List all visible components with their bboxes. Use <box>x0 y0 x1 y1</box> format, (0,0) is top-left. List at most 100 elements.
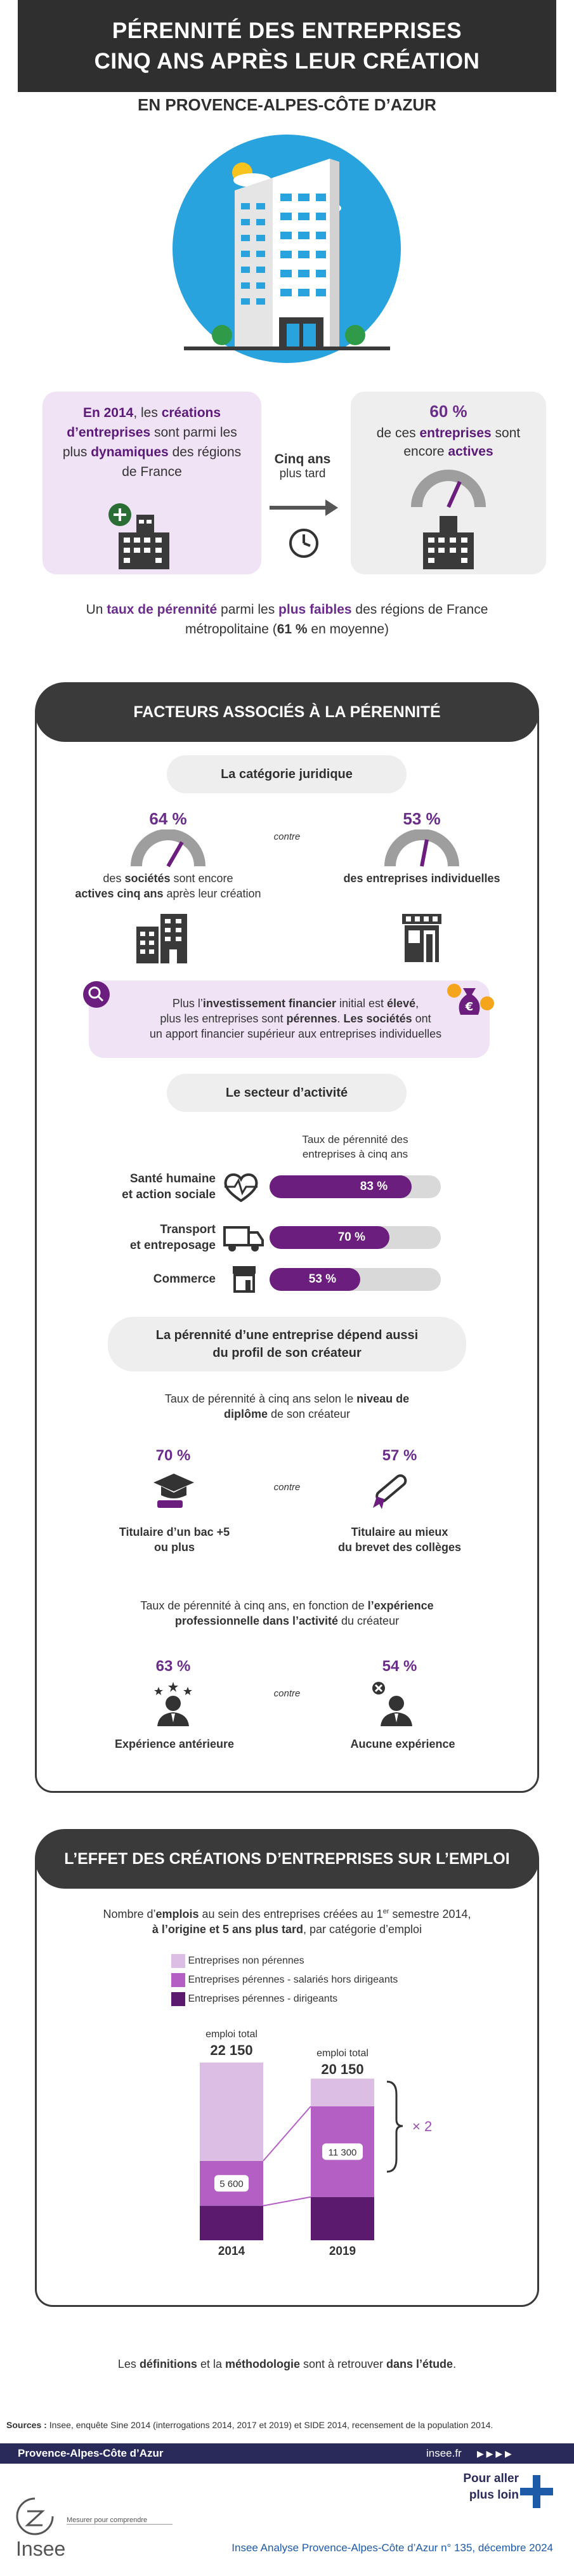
sector-row-label: Commerce <box>95 1271 216 1287</box>
summary-text: en moyenne) <box>307 622 389 637</box>
intro-text: des régions de France <box>122 445 242 479</box>
diploma-bold: niveau de <box>356 1392 410 1405</box>
diploma-caption: Taux de pérennité à cinq ans selon le ni… <box>127 1391 447 1422</box>
exp-bold: l’expérience <box>367 1599 434 1612</box>
legend-swatch <box>171 1953 185 1968</box>
legal-right-pct: 53 % <box>403 809 441 828</box>
note-text: plus les entreprises sont <box>160 1012 287 1025</box>
sources-note: Sources : Insee, enquête Sine 2014 (inte… <box>6 2420 568 2430</box>
bar-segment-dirigeants-2019 <box>311 2196 374 2240</box>
summary-text: des régions de France métropolitaine ( <box>185 602 488 637</box>
sector-bar-fill: 70 % <box>270 1226 389 1249</box>
sector-bar-value: 70 % <box>337 1231 365 1244</box>
arrow-bold: Cinq ans <box>274 452 331 466</box>
legal-text: sont encore <box>170 872 233 885</box>
legal-bold: actives cinq ans <box>75 887 164 900</box>
legal-right-text: des entreprises individuelles <box>343 872 500 885</box>
employment-text: semestre 2014, <box>389 1908 471 1920</box>
legal-category-label: La catégorie juridique <box>167 755 407 793</box>
sector-row-label: Transport et entreposage <box>95 1222 216 1253</box>
closing-text: Les <box>117 2358 140 2370</box>
intro-bold: entreprises <box>419 426 492 440</box>
truck-icon <box>223 1226 264 1252</box>
gauge-icon <box>384 829 459 867</box>
summary-bold: 61 % <box>277 622 308 637</box>
sector-caption: Taux de pérennité des entreprises à cinq… <box>270 1132 441 1161</box>
legal-text: après leur création <box>163 887 261 900</box>
investment-note-text: Plus l’investissement financier initial … <box>89 981 490 1041</box>
exp-text: Taux de pérennité à cinq ans, en fonctio… <box>140 1599 368 1612</box>
sector-bar-fill: 53 % <box>270 1268 361 1291</box>
legal-left-pct: 64 % <box>149 809 187 828</box>
total-value-2019: 20 150 <box>321 2061 363 2077</box>
legal-bold: sociétés <box>124 872 171 885</box>
footer-site-link[interactable]: insee.fr <box>426 2447 462 2459</box>
exp-bold: professionnelle dans l’activité <box>174 1615 339 1627</box>
investment-note: Plus l’investissement financier initial … <box>89 981 490 1058</box>
closing-bold: définitions <box>139 2358 197 2370</box>
sector-caption-line: Taux de pérennité des <box>302 1133 408 1146</box>
note-text: ont <box>412 1012 431 1025</box>
diploma-bold: diplôme <box>223 1408 268 1420</box>
gauge-building-icon <box>411 470 486 569</box>
legend-swatch <box>171 1972 185 1987</box>
go-further-link[interactable]: Pour aller plus loin <box>443 2471 519 2504</box>
bar-segment-non-perennes-2014 <box>200 2063 263 2161</box>
note-text: initial est <box>336 997 388 1010</box>
footer-region: Provence-Alpes-Côte d’Azur <box>18 2447 164 2459</box>
sector-label: Le secteur d’activité <box>167 1074 407 1112</box>
total-caption-2014: emploi total <box>205 2029 258 2040</box>
closing-note: Les définitions et la méthodologie sont … <box>63 2356 511 2372</box>
magnifier-icon <box>83 981 110 1008</box>
header-banner: PÉRENNITÉ DES ENTREPRISES CINQ ANS APRÈS… <box>18 0 556 92</box>
total-caption-2019: emploi total <box>316 2048 369 2059</box>
legend-item: Entreprises pérennes - salariés hors dir… <box>171 1971 457 1990</box>
profile-label-line: La pérennité d’une entreprise dépend aus… <box>155 1328 419 1342</box>
sector-row-label: Santé humaine et action sociale <box>95 1171 216 1203</box>
building-plus-icon <box>108 503 169 569</box>
note-text: un apport financier supérieur aux entrep… <box>149 1027 442 1040</box>
diploma-right-pct: 57 % <box>382 1447 417 1464</box>
sector-bar-track: 70 % <box>270 1226 441 1249</box>
store-icon <box>233 1266 256 1293</box>
diploma-contre: contre <box>273 1482 301 1493</box>
summary-bold: taux de pérennité <box>107 602 218 617</box>
right-arrow-icon <box>270 499 338 516</box>
summary-text: parmi les <box>217 602 279 617</box>
exp-text: du créateur <box>338 1615 400 1627</box>
sector-bar-track: 83 % <box>270 1175 441 1198</box>
legal-contre: contre <box>273 831 301 842</box>
social-icons[interactable]: ▶ ▶ ▶ ▶ <box>477 2448 512 2459</box>
plus-icon[interactable] <box>519 2474 554 2509</box>
sector-bar-track: 53 % <box>270 1268 441 1291</box>
insee-logo-mark <box>16 2497 54 2535</box>
diploma-left-pct: 70 % <box>155 1447 191 1464</box>
employment-bold: emplois <box>155 1908 199 1920</box>
legend-label: Entreprises non pérennes <box>188 1955 304 1966</box>
shop-icon <box>402 914 441 962</box>
arrow-sub: plus tard <box>279 467 326 480</box>
sector-label-line: Commerce <box>153 1272 216 1286</box>
closing-text: . <box>453 2358 457 2370</box>
diploma-label-line: ou plus <box>154 1541 195 1554</box>
sector-bar-value: 83 % <box>360 1180 388 1193</box>
money-bag-icon: € <box>447 984 494 1015</box>
intro-year: En 2014 <box>82 406 134 420</box>
page-title-line1: PÉRENNITÉ DES ENTREPRISES <box>112 18 462 43</box>
experience-right-label: Aucune expérience <box>350 1738 455 1750</box>
intro-text: sont parmi les plus <box>62 425 237 459</box>
segment-label-box-2019 <box>322 2143 363 2160</box>
sector-label-line: Transport <box>160 1223 216 1236</box>
experience-left-pct: 63 % <box>155 1658 191 1675</box>
page-title-line2: CINQ ANS APRÈS LEUR CRÉATION <box>94 48 480 74</box>
diploma-text: de son créateur <box>267 1408 351 1420</box>
sector-bar-value: 53 % <box>308 1272 337 1286</box>
employment-intro: Nombre d’emplois au sein des entreprises… <box>63 1904 511 1937</box>
insee-logo-text: Insee <box>16 2537 66 2560</box>
closing-bold: méthodologie <box>225 2358 300 2370</box>
summary-bold: plus faibles <box>278 602 352 617</box>
legend-label: Entreprises pérennes - dirigeants <box>188 1993 338 2004</box>
intro-bold: actives <box>448 444 493 459</box>
category-label-2019: 2019 <box>329 2245 356 2258</box>
total-value-2014: 22 150 <box>210 2042 252 2058</box>
